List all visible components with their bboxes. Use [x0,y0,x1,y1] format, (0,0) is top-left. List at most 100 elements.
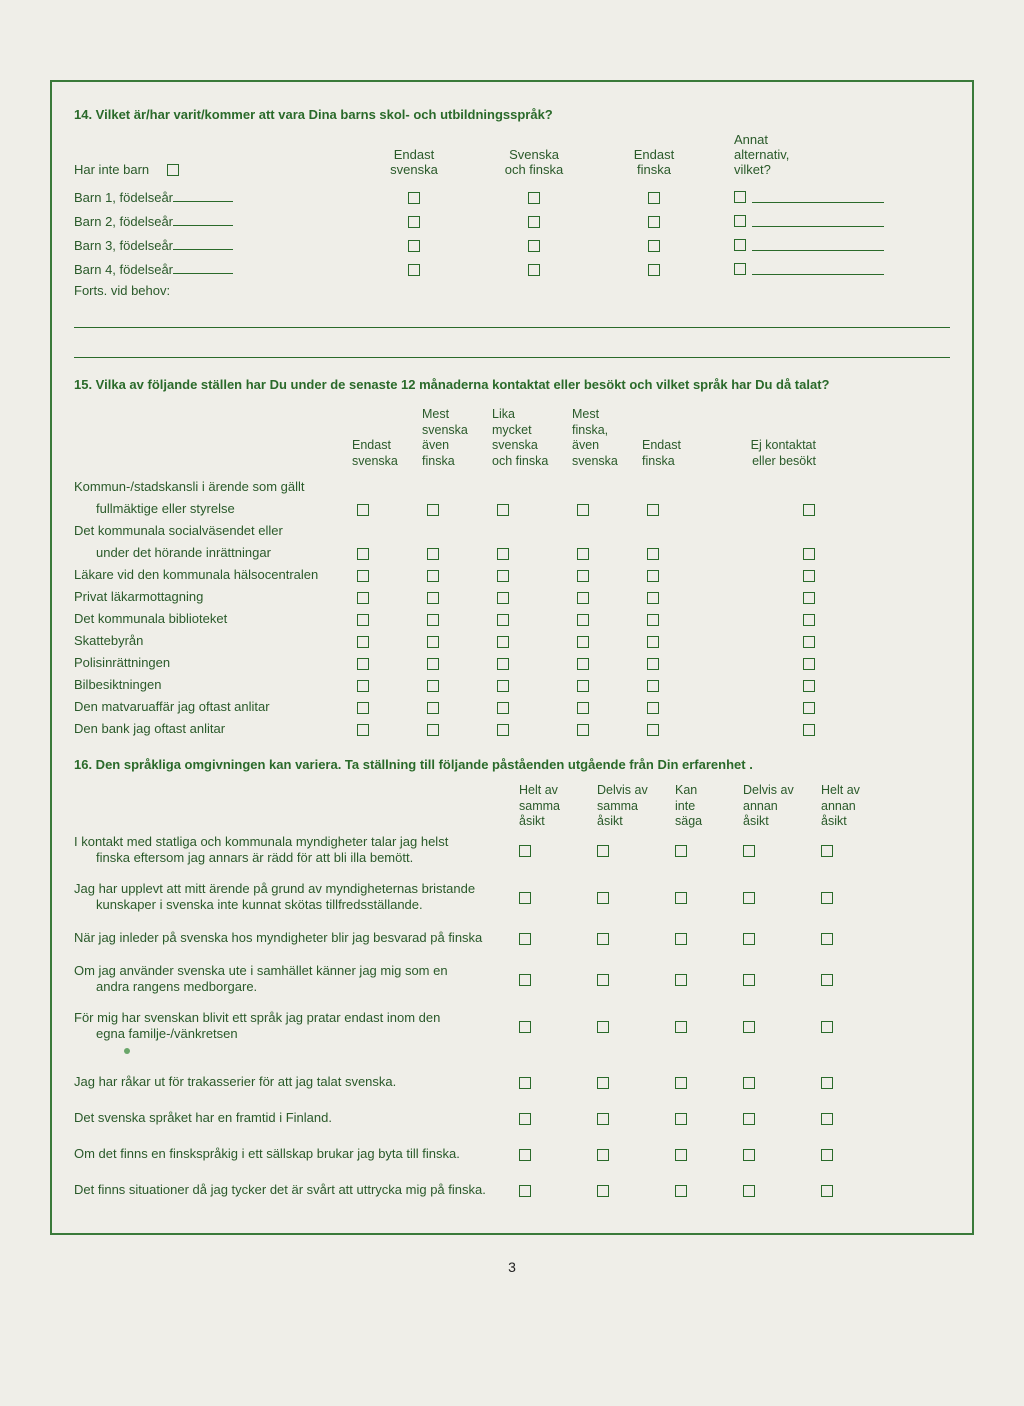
q16-checkbox[interactable] [597,1021,609,1033]
q15-checkbox[interactable] [357,636,369,648]
q15-checkbox[interactable] [427,592,439,604]
q16-checkbox[interactable] [821,974,833,986]
q15-checkbox[interactable] [803,724,815,736]
q14-other-blank[interactable] [752,214,884,227]
q15-checkbox[interactable] [647,702,659,714]
q16-checkbox[interactable] [821,892,833,904]
q15-checkbox[interactable] [647,636,659,648]
q16-checkbox[interactable] [743,1113,755,1125]
q16-checkbox[interactable] [519,892,531,904]
q15-checkbox[interactable] [647,592,659,604]
q16-checkbox[interactable] [743,1077,755,1089]
q14-checkbox[interactable] [648,240,660,252]
q15-checkbox[interactable] [427,636,439,648]
q16-checkbox[interactable] [821,1149,833,1161]
q16-checkbox[interactable] [519,1021,531,1033]
q15-checkbox[interactable] [497,504,509,516]
q16-checkbox[interactable] [519,1149,531,1161]
q15-checkbox[interactable] [647,724,659,736]
q15-checkbox[interactable] [497,724,509,736]
q15-checkbox[interactable] [577,614,589,626]
q15-checkbox[interactable] [357,658,369,670]
q15-checkbox[interactable] [577,724,589,736]
q14-birthyear-blank[interactable] [173,237,233,250]
q16-checkbox[interactable] [675,1185,687,1197]
q16-checkbox[interactable] [743,1021,755,1033]
q15-checkbox[interactable] [427,504,439,516]
q16-checkbox[interactable] [597,974,609,986]
q14-checkbox[interactable] [528,240,540,252]
q16-checkbox[interactable] [597,845,609,857]
q16-checkbox[interactable] [519,1113,531,1125]
q15-checkbox[interactable] [427,658,439,670]
q15-checkbox[interactable] [577,636,589,648]
q14-checkbox[interactable] [528,264,540,276]
q14-other-blank[interactable] [752,238,884,251]
q15-checkbox[interactable] [357,702,369,714]
q15-checkbox[interactable] [427,570,439,582]
q16-checkbox[interactable] [519,845,531,857]
q14-nochildren-checkbox[interactable] [167,164,179,176]
q16-checkbox[interactable] [821,1021,833,1033]
q15-checkbox[interactable] [497,592,509,604]
q16-checkbox[interactable] [743,845,755,857]
q14-other-checkbox[interactable] [734,215,746,227]
q15-checkbox[interactable] [497,548,509,560]
q14-checkbox[interactable] [408,240,420,252]
q15-checkbox[interactable] [647,614,659,626]
q16-checkbox[interactable] [743,1149,755,1161]
q14-other-checkbox[interactable] [734,263,746,275]
q15-checkbox[interactable] [427,548,439,560]
q14-checkbox[interactable] [528,192,540,204]
q15-checkbox[interactable] [803,680,815,692]
q15-checkbox[interactable] [803,614,815,626]
q16-checkbox[interactable] [675,1077,687,1089]
q16-checkbox[interactable] [675,974,687,986]
q14-other-checkbox[interactable] [734,239,746,251]
q16-checkbox[interactable] [597,1185,609,1197]
q15-checkbox[interactable] [497,702,509,714]
q15-checkbox[interactable] [577,548,589,560]
q15-checkbox[interactable] [357,680,369,692]
q15-checkbox[interactable] [577,570,589,582]
q15-checkbox[interactable] [803,592,815,604]
q15-checkbox[interactable] [647,548,659,560]
q15-checkbox[interactable] [427,724,439,736]
q15-checkbox[interactable] [497,614,509,626]
q15-checkbox[interactable] [497,636,509,648]
q15-checkbox[interactable] [803,702,815,714]
q16-checkbox[interactable] [821,933,833,945]
q16-checkbox[interactable] [597,1077,609,1089]
q15-checkbox[interactable] [497,570,509,582]
q14-checkbox[interactable] [408,264,420,276]
q14-other-blank[interactable] [752,262,884,275]
q16-checkbox[interactable] [597,1149,609,1161]
q16-checkbox[interactable] [675,845,687,857]
q15-checkbox[interactable] [803,504,815,516]
q15-checkbox[interactable] [577,658,589,670]
q16-checkbox[interactable] [675,1021,687,1033]
q14-other-checkbox[interactable] [734,191,746,203]
q16-checkbox[interactable] [675,1113,687,1125]
q16-checkbox[interactable] [821,845,833,857]
q16-checkbox[interactable] [597,892,609,904]
q15-checkbox[interactable] [357,724,369,736]
q16-checkbox[interactable] [519,974,531,986]
q14-checkbox[interactable] [408,192,420,204]
q15-checkbox[interactable] [497,680,509,692]
q15-checkbox[interactable] [647,680,659,692]
q16-checkbox[interactable] [675,1149,687,1161]
q16-checkbox[interactable] [597,933,609,945]
q14-checkbox[interactable] [408,216,420,228]
q15-checkbox[interactable] [577,702,589,714]
q15-checkbox[interactable] [357,548,369,560]
q14-birthyear-blank[interactable] [173,189,233,202]
q16-checkbox[interactable] [821,1185,833,1197]
q15-checkbox[interactable] [803,570,815,582]
q15-checkbox[interactable] [647,658,659,670]
q15-checkbox[interactable] [577,592,589,604]
q15-checkbox[interactable] [427,702,439,714]
q14-birthyear-blank[interactable] [173,213,233,226]
q15-checkbox[interactable] [357,614,369,626]
q15-checkbox[interactable] [577,680,589,692]
